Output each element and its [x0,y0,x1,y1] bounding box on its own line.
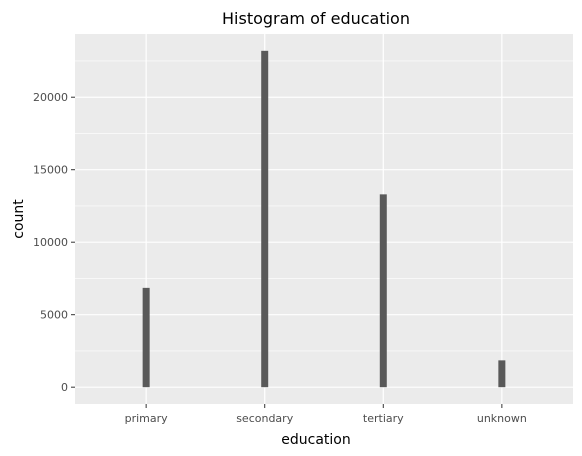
plot-panel [75,34,573,404]
y-axis-label: count [11,199,27,239]
bar-tertiary [379,194,387,388]
y-tick-label: 5000 [40,309,68,322]
x-tick-label-secondary: secondary [236,412,293,425]
y-tick-label: 20000 [33,91,68,104]
x-tick-label-primary: primary [125,412,169,425]
bar-secondary [261,50,269,388]
bar-unknown [498,360,506,388]
x-tick-label-unknown: unknown [477,412,527,425]
bars [142,50,506,388]
chart-title: Histogram of education [222,9,410,28]
y-tick-label: 10000 [33,236,68,249]
x-axis: primary secondary tertiary unknown [125,404,527,425]
x-axis-label: education [281,432,350,448]
y-axis: 0 5000 10000 15000 20000 [33,91,75,394]
bar-primary [142,287,150,388]
x-tick-label-tertiary: tertiary [363,412,404,425]
y-tick-label: 0 [61,381,68,394]
y-tick-label: 15000 [33,164,68,177]
